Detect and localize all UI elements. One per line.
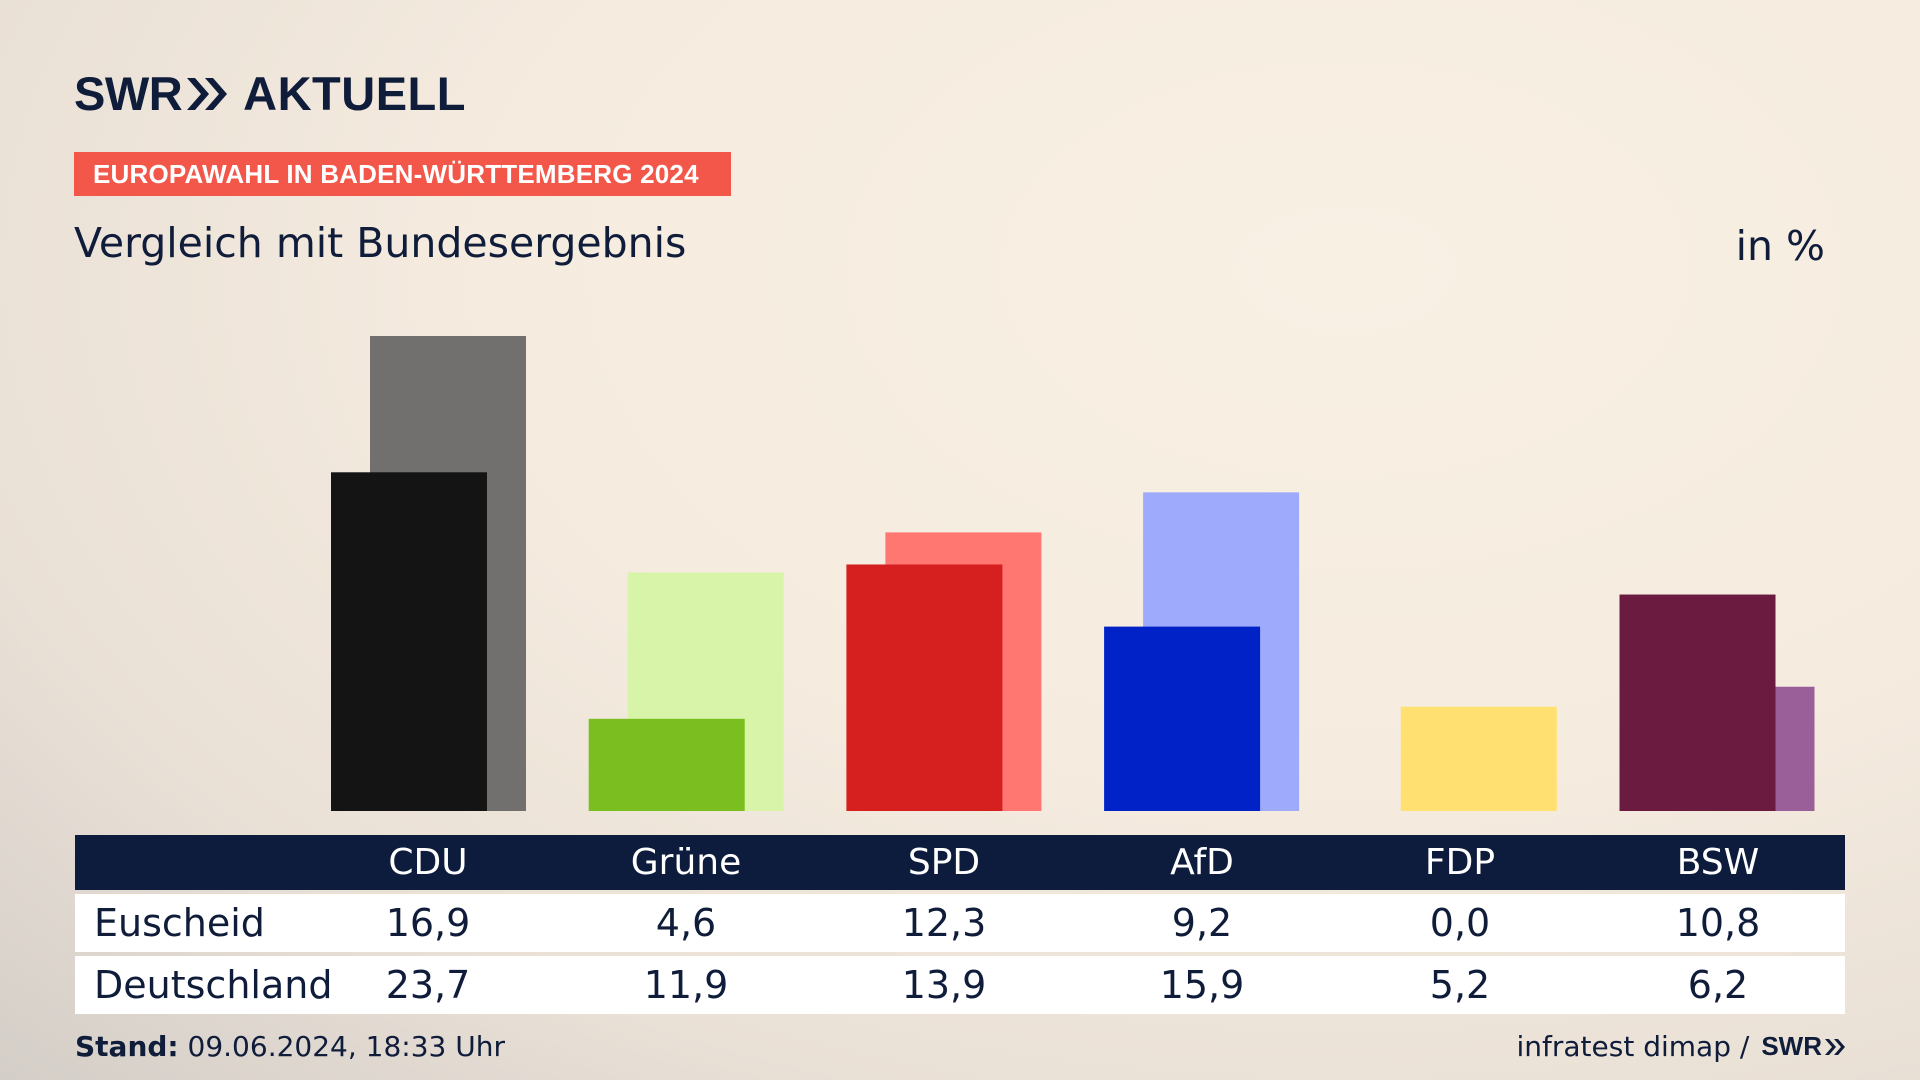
logo-aktuell-text: AKTUELL (243, 67, 466, 120)
value-euscheid-afd: 9,2 (1171, 901, 1233, 945)
chart-subtitle: Vergleich mit Bundesergebnis (74, 219, 687, 267)
election-badge: EUROPAWAHL IN BADEN-WÜRTTEMBERG 2024 (74, 152, 731, 196)
header-spd: SPD (907, 842, 981, 883)
table-row-deutschland: Deutschland 23,7 11,9 13,9 15,9 5,2 6,2 (75, 956, 1845, 1014)
swr-aktuell-logo: SWR AKTUELL (74, 66, 466, 121)
double-chevron-icon (187, 77, 228, 110)
value-deutschland-bsw: 6,2 (1687, 963, 1749, 1007)
value-deutschland-spd: 13,9 (901, 963, 987, 1007)
header-afd: AfD (1170, 842, 1234, 883)
row-label-deutschland: Deutschland (94, 963, 333, 1007)
header-cdu: CDU (388, 842, 468, 883)
header-gruene: Grüne (630, 842, 742, 883)
bar-euscheid-bsw (1619, 594, 1776, 811)
row-label-euscheid: Euscheid (94, 901, 265, 945)
value-deutschland-fdp: 5,2 (1429, 963, 1491, 1007)
bar-euscheid-afd (1104, 626, 1261, 811)
logo-swr-text: SWR (74, 67, 183, 120)
footer-chevron-icon (1825, 1038, 1845, 1055)
results-table: CDU Grüne SPD AfD FDP BSW Euscheid 16,9 … (75, 835, 1845, 1014)
bar-euscheid-spd (846, 564, 1003, 811)
header-fdp: FDP (1424, 842, 1496, 883)
stand-label: Stand: (75, 1030, 179, 1063)
bar-euscheid-gruene (588, 718, 745, 811)
bar-deutschland-fdp (1400, 706, 1557, 811)
bar-chart (331, 336, 1815, 811)
value-deutschland-gruene: 11,9 (643, 963, 729, 1007)
header-bsw: BSW (1676, 842, 1760, 883)
value-euscheid-cdu: 16,9 (385, 901, 471, 945)
value-euscheid-bsw: 10,8 (1675, 901, 1761, 945)
value-deutschland-cdu: 23,7 (385, 963, 471, 1007)
table-row-euscheid: Euscheid 16,9 4,6 12,3 9,2 0,0 10,8 (75, 894, 1845, 952)
table-header-row: CDU Grüne SPD AfD FDP BSW (75, 835, 1845, 890)
footer-swr-logo: SWR (1761, 1031, 1822, 1061)
timestamp: Stand: 09.06.2024, 18:33 Uhr (75, 1030, 505, 1063)
value-euscheid-spd: 12,3 (901, 901, 987, 945)
value-euscheid-gruene: 4,6 (655, 901, 717, 945)
value-deutschland-afd: 15,9 (1159, 963, 1245, 1007)
source-text: infratest dimap / (1516, 1030, 1750, 1063)
bar-euscheid-cdu (331, 472, 487, 811)
value-euscheid-fdp: 0,0 (1429, 901, 1491, 945)
source-credit: infratest dimap / SWR (1517, 1030, 1847, 1063)
stand-value: 09.06.2024, 18:33 Uhr (187, 1030, 505, 1063)
unit-label: in % (1735, 222, 1825, 270)
